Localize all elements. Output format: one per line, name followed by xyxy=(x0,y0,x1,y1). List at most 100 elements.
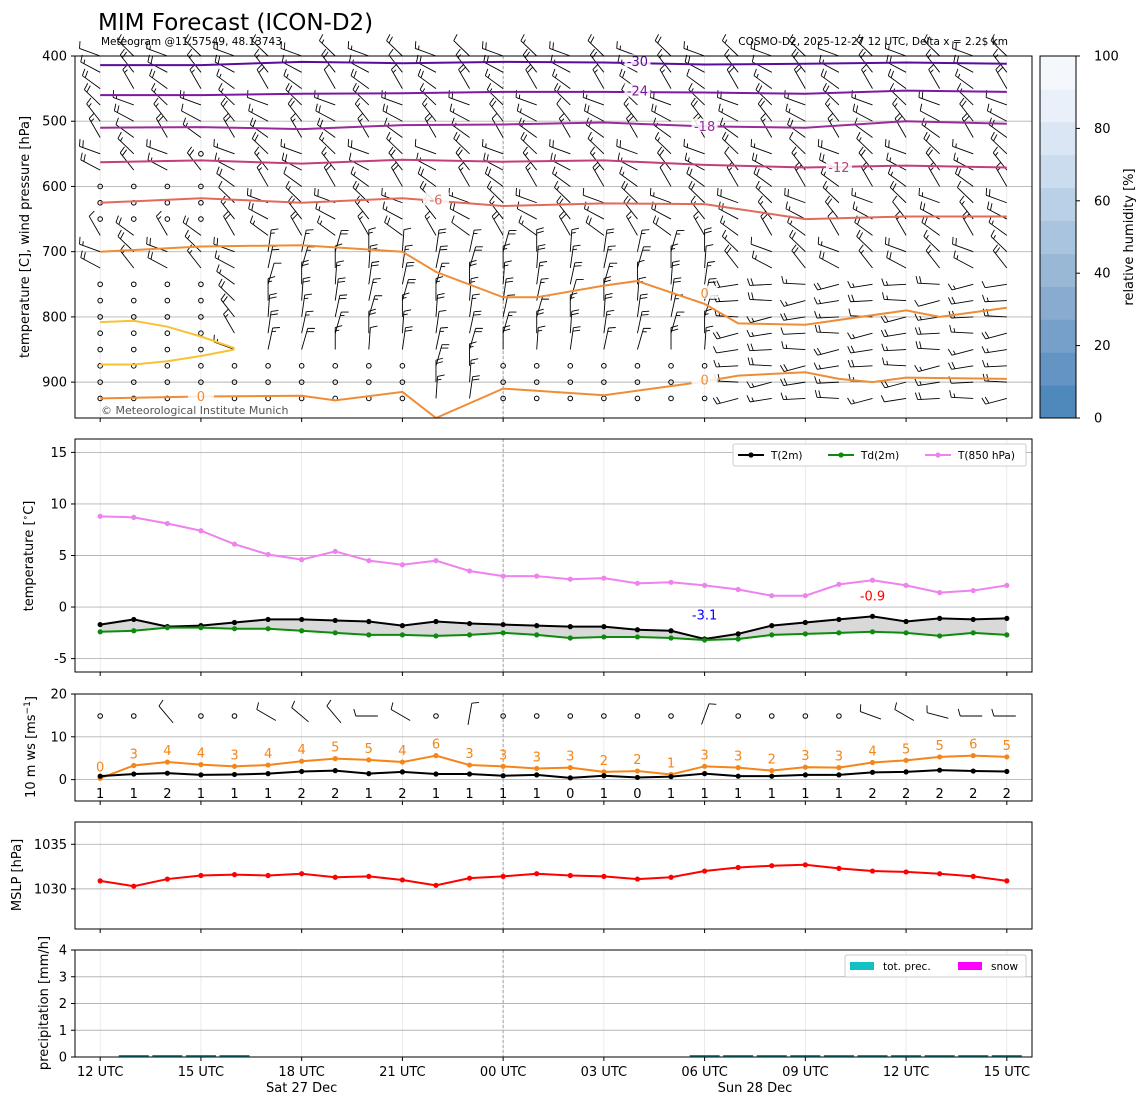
gust-value-label: 4 xyxy=(868,744,876,759)
wind-barb xyxy=(80,152,101,171)
wind-barb xyxy=(621,180,638,204)
calm-wind-marker xyxy=(198,297,204,304)
wind-barb xyxy=(520,34,538,57)
time-tick-label: 03 UTC xyxy=(581,1065,627,1080)
wind-barb xyxy=(347,41,369,57)
wind-barb xyxy=(928,64,941,89)
wind-barb xyxy=(552,68,571,89)
series-point xyxy=(735,586,741,593)
wind-barb xyxy=(847,294,873,303)
series-point xyxy=(869,629,876,635)
series-point xyxy=(231,619,238,626)
series-point xyxy=(332,617,338,624)
series-point xyxy=(131,514,137,520)
wind-barb xyxy=(584,201,605,220)
wind-barb xyxy=(484,166,504,187)
wind-barb xyxy=(704,325,714,350)
wind-barb xyxy=(746,316,772,324)
wind-barb xyxy=(502,230,517,252)
legend-frame xyxy=(844,954,1027,978)
wind-barb xyxy=(820,68,840,89)
wind-barb xyxy=(949,390,974,399)
calm-wind-marker xyxy=(399,379,406,385)
calm-wind-marker xyxy=(130,281,137,288)
series-point xyxy=(802,619,808,626)
wind-barb xyxy=(785,201,806,220)
wind-barb xyxy=(386,131,403,155)
calm-wind-marker xyxy=(164,363,171,369)
series-point xyxy=(500,773,506,779)
series-point xyxy=(299,628,305,634)
wind-barb xyxy=(467,701,480,725)
wind-barb xyxy=(569,261,583,285)
extreme-annotation: -0.9 xyxy=(860,590,885,605)
speed-value-label: 1 xyxy=(264,787,272,802)
calm-wind-marker xyxy=(332,379,339,385)
wind-barb xyxy=(789,229,806,252)
panel-wind: 0 3 4 4 3 4 4 5 5 4 6 3 3 3 3 2 2 1 3 3 2 3 3 4 5 5 6 5 1 1 2 1 1 1 2 2 1 2 1 1… xyxy=(23,688,1033,805)
legend-entry: snow xyxy=(991,961,1019,973)
calm-wind-marker xyxy=(366,379,372,385)
wind-barb xyxy=(923,229,940,252)
wind-barb xyxy=(990,34,1008,57)
series-point xyxy=(231,872,238,878)
calm-wind-marker xyxy=(668,713,674,719)
colorbar-label: relative humidity [%] xyxy=(1122,168,1137,305)
wind-barb xyxy=(981,331,1007,340)
y-tick-label: 0 xyxy=(59,601,67,616)
series-point xyxy=(500,573,506,579)
series-point xyxy=(534,871,540,877)
calm-wind-marker xyxy=(198,183,204,190)
wind-barb xyxy=(319,34,336,57)
precip-bar xyxy=(689,1055,720,1057)
wind-barb xyxy=(746,329,772,338)
series-point xyxy=(399,623,405,629)
series-point xyxy=(937,615,943,621)
series-point xyxy=(97,513,103,519)
wind-barb xyxy=(952,236,974,253)
wind-barb xyxy=(469,293,480,317)
wind-barb xyxy=(712,331,739,340)
calm-wind-marker xyxy=(164,183,171,190)
wind-barb xyxy=(981,346,1007,354)
wind-barb xyxy=(713,359,739,368)
gust-value-label: 4 xyxy=(264,747,272,762)
wind-barb xyxy=(670,243,679,268)
calm-wind-marker xyxy=(567,395,574,402)
series-point xyxy=(937,767,943,773)
calm-wind-marker xyxy=(130,330,137,337)
wind-barb xyxy=(515,187,537,204)
wind-barb xyxy=(469,341,477,366)
series-point xyxy=(399,632,405,638)
gust-value-label: 4 xyxy=(398,744,406,759)
wind-barb xyxy=(155,210,168,236)
wind-barb xyxy=(814,324,839,334)
isotherm-line xyxy=(100,120,1007,131)
calm-wind-marker xyxy=(97,379,103,385)
calm-wind-marker xyxy=(533,363,540,369)
wind-barb xyxy=(827,210,840,236)
series-point xyxy=(567,576,573,582)
wind-barb xyxy=(391,64,403,89)
series-point xyxy=(634,768,641,774)
wind-barb xyxy=(256,64,269,89)
wind-barb xyxy=(757,97,773,122)
series-point xyxy=(601,873,607,879)
wind-barb xyxy=(536,325,546,350)
wind-barb xyxy=(616,41,638,57)
wind-barb xyxy=(789,34,806,57)
y-tick-label: -5 xyxy=(54,652,67,667)
calm-wind-marker xyxy=(97,281,103,288)
y-tick-label: 1030 xyxy=(34,882,67,897)
precip-bar xyxy=(823,1055,854,1057)
series-point xyxy=(668,774,674,780)
wind-barb xyxy=(724,244,739,269)
series-point xyxy=(433,771,439,777)
wind-barb xyxy=(267,228,279,252)
wind-barb xyxy=(79,139,101,155)
wind-barb xyxy=(453,131,470,155)
calm-wind-marker xyxy=(500,395,506,402)
wind-barb xyxy=(357,210,370,236)
wind-barb xyxy=(469,276,479,301)
precip-bar xyxy=(185,1055,216,1057)
